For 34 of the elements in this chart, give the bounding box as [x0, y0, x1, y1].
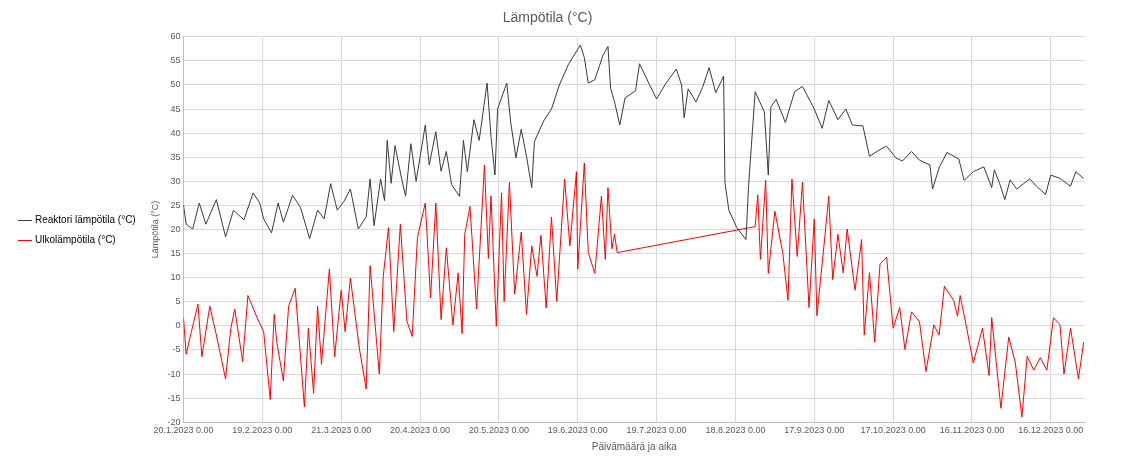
x-tick-label: 17.9.2023 0.00 — [784, 425, 845, 436]
y-tick-label: 35 — [170, 151, 181, 162]
x-tick-label: 19.6.2023 0.00 — [547, 425, 608, 436]
x-tick-label: 19.7.2023 0.00 — [626, 425, 687, 436]
y-tick-label: -5 — [172, 344, 181, 355]
y-tick-label: -10 — [167, 368, 181, 379]
x-tick-label: 17.10.2023 0.00 — [860, 425, 926, 436]
y-tick-label: 25 — [170, 199, 181, 210]
y-tick-label: 5 — [175, 296, 181, 307]
y-tick-label: 45 — [170, 103, 181, 114]
x-tick-label: 21.3.2023 0.00 — [311, 425, 372, 436]
y-tick-label: 30 — [170, 175, 181, 186]
y-tick-label: 10 — [170, 272, 181, 283]
y-tick-label: 40 — [170, 127, 181, 138]
legend-label: Reaktori lämpötila (°C) — [35, 214, 136, 226]
y-tick-label: 50 — [170, 79, 181, 90]
y-tick-label: -20 — [167, 416, 181, 427]
x-tick-label: 18.8.2023 0.00 — [705, 425, 766, 436]
chart-title: Lämpötila (°C) — [502, 9, 593, 26]
y-tick-label: 0 — [175, 320, 181, 331]
x-tick-label: 20.1.2023 0.00 — [153, 425, 214, 436]
y-tick-label: 60 — [170, 31, 181, 42]
x-axis-title: Päivämäärä ja aika — [591, 440, 678, 452]
y-tick-label: -15 — [167, 392, 181, 403]
y-tick-label: 15 — [170, 248, 181, 259]
x-tick-label: 20.5.2023 0.00 — [468, 425, 529, 436]
y-tick-label: 55 — [170, 55, 181, 66]
x-tick-label: 19.2.2023 0.00 — [232, 425, 293, 436]
y-axis-title: Lämpötila (°C) — [149, 200, 160, 259]
x-tick-label: 16.11.2023 0.00 — [939, 425, 1005, 436]
legend-label: Ulkolämpötila (°C) — [35, 234, 116, 246]
x-tick-label: 16.12.2023 0.00 — [1018, 425, 1084, 436]
x-tick-label: 20.4.2023 0.00 — [390, 425, 451, 436]
y-tick-label: 20 — [170, 223, 181, 234]
